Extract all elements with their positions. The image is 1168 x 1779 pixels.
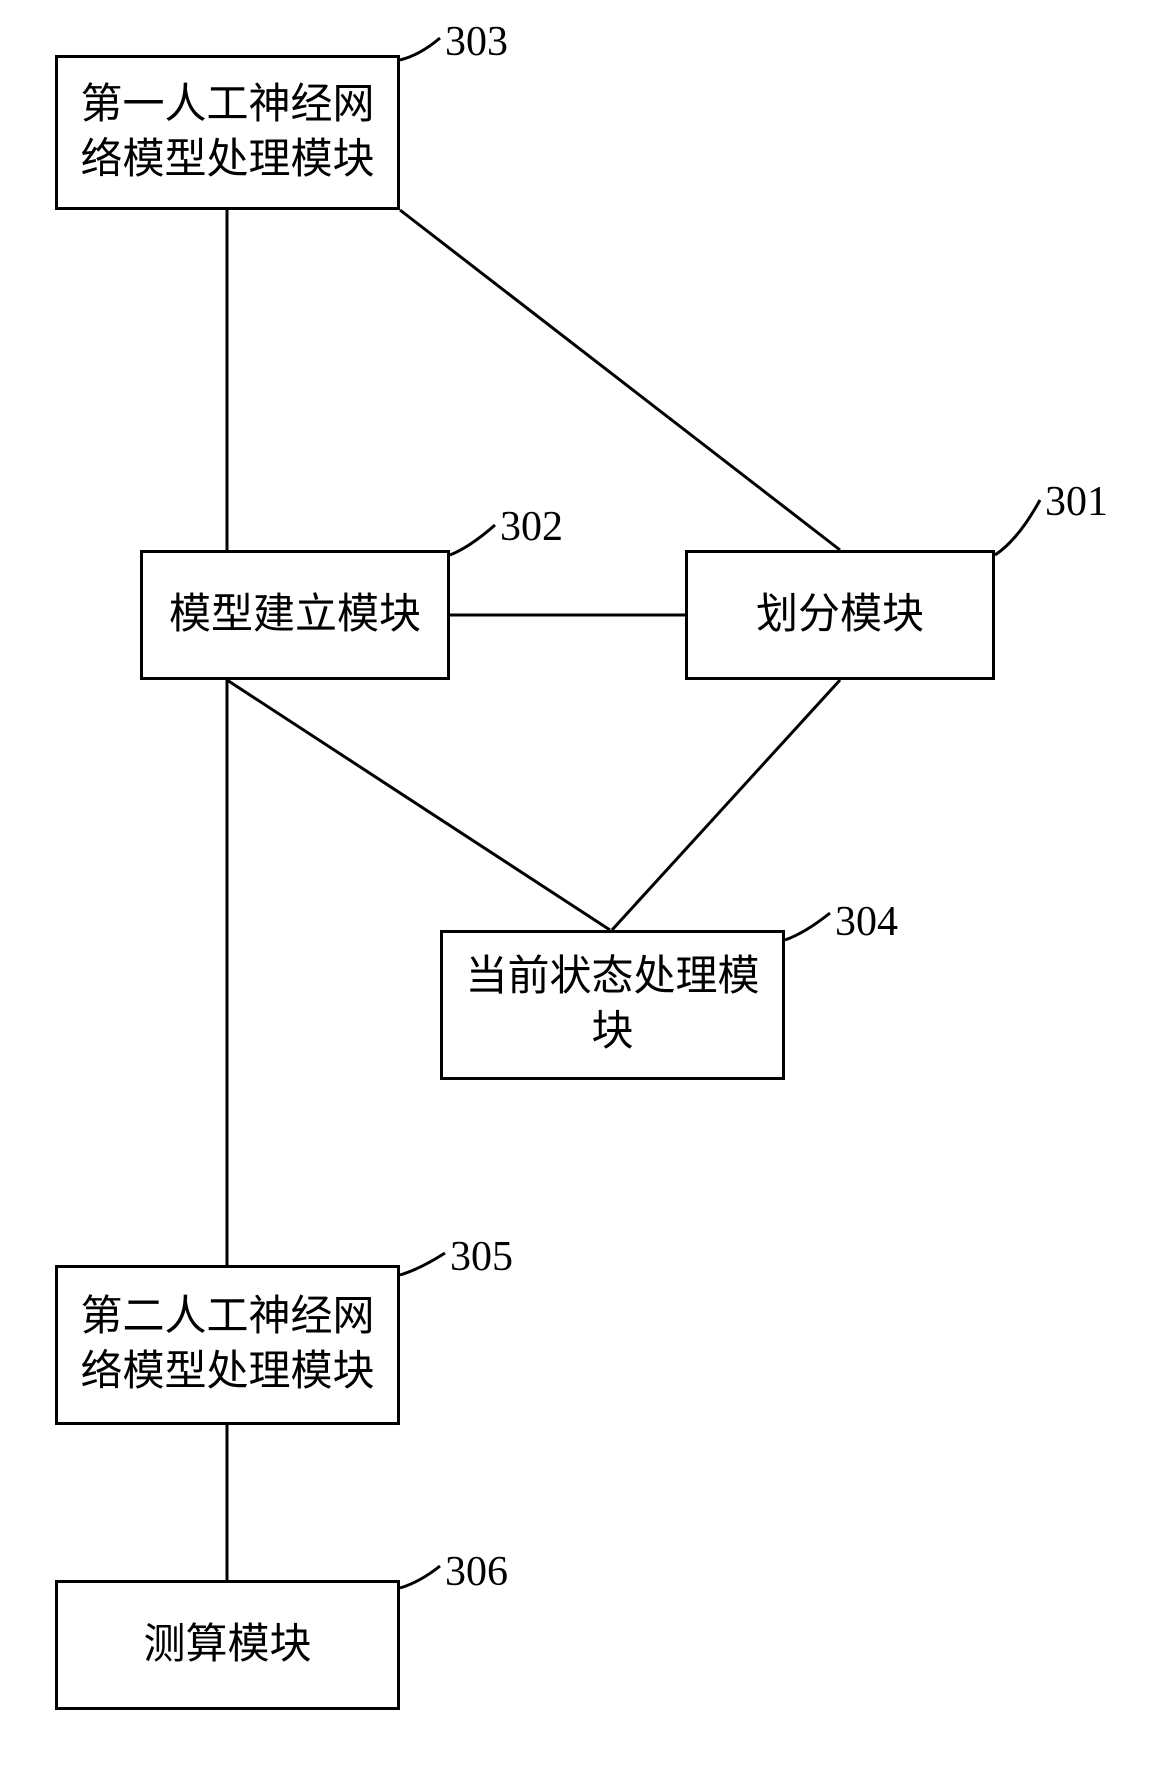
node-305-text: 第二人工神经网络模型处理模块	[68, 1290, 387, 1399]
flowchart-diagram: 第一人工神经网络模型处理模块 303 模型建立模块 302 划分模块 301 当…	[0, 0, 1168, 1779]
callout-304	[780, 905, 840, 945]
node-302-text: 模型建立模块	[169, 588, 421, 643]
node-305: 第二人工神经网络模型处理模块	[55, 1265, 400, 1425]
label-301: 301	[1045, 478, 1108, 526]
node-301: 划分模块	[685, 550, 995, 680]
node-302: 模型建立模块	[140, 550, 450, 680]
label-303: 303	[445, 18, 508, 66]
label-305: 305	[450, 1233, 513, 1281]
edges-layer	[0, 0, 1168, 1779]
node-304-text: 当前状态处理模块	[453, 950, 772, 1059]
node-306: 测算模块	[55, 1580, 400, 1710]
callout-302	[445, 515, 505, 560]
callout-303	[395, 30, 450, 70]
label-304: 304	[835, 898, 898, 946]
node-306-text: 测算模块	[143, 1618, 311, 1673]
label-306: 306	[445, 1548, 508, 1596]
node-303-text: 第一人工神经网络模型处理模块	[68, 78, 387, 187]
label-302: 302	[500, 503, 563, 551]
callout-301	[990, 490, 1050, 560]
node-304: 当前状态处理模块	[440, 930, 785, 1080]
callout-305	[395, 1245, 455, 1280]
node-303: 第一人工神经网络模型处理模块	[55, 55, 400, 210]
callout-306	[395, 1558, 450, 1596]
node-301-text: 划分模块	[756, 588, 924, 643]
